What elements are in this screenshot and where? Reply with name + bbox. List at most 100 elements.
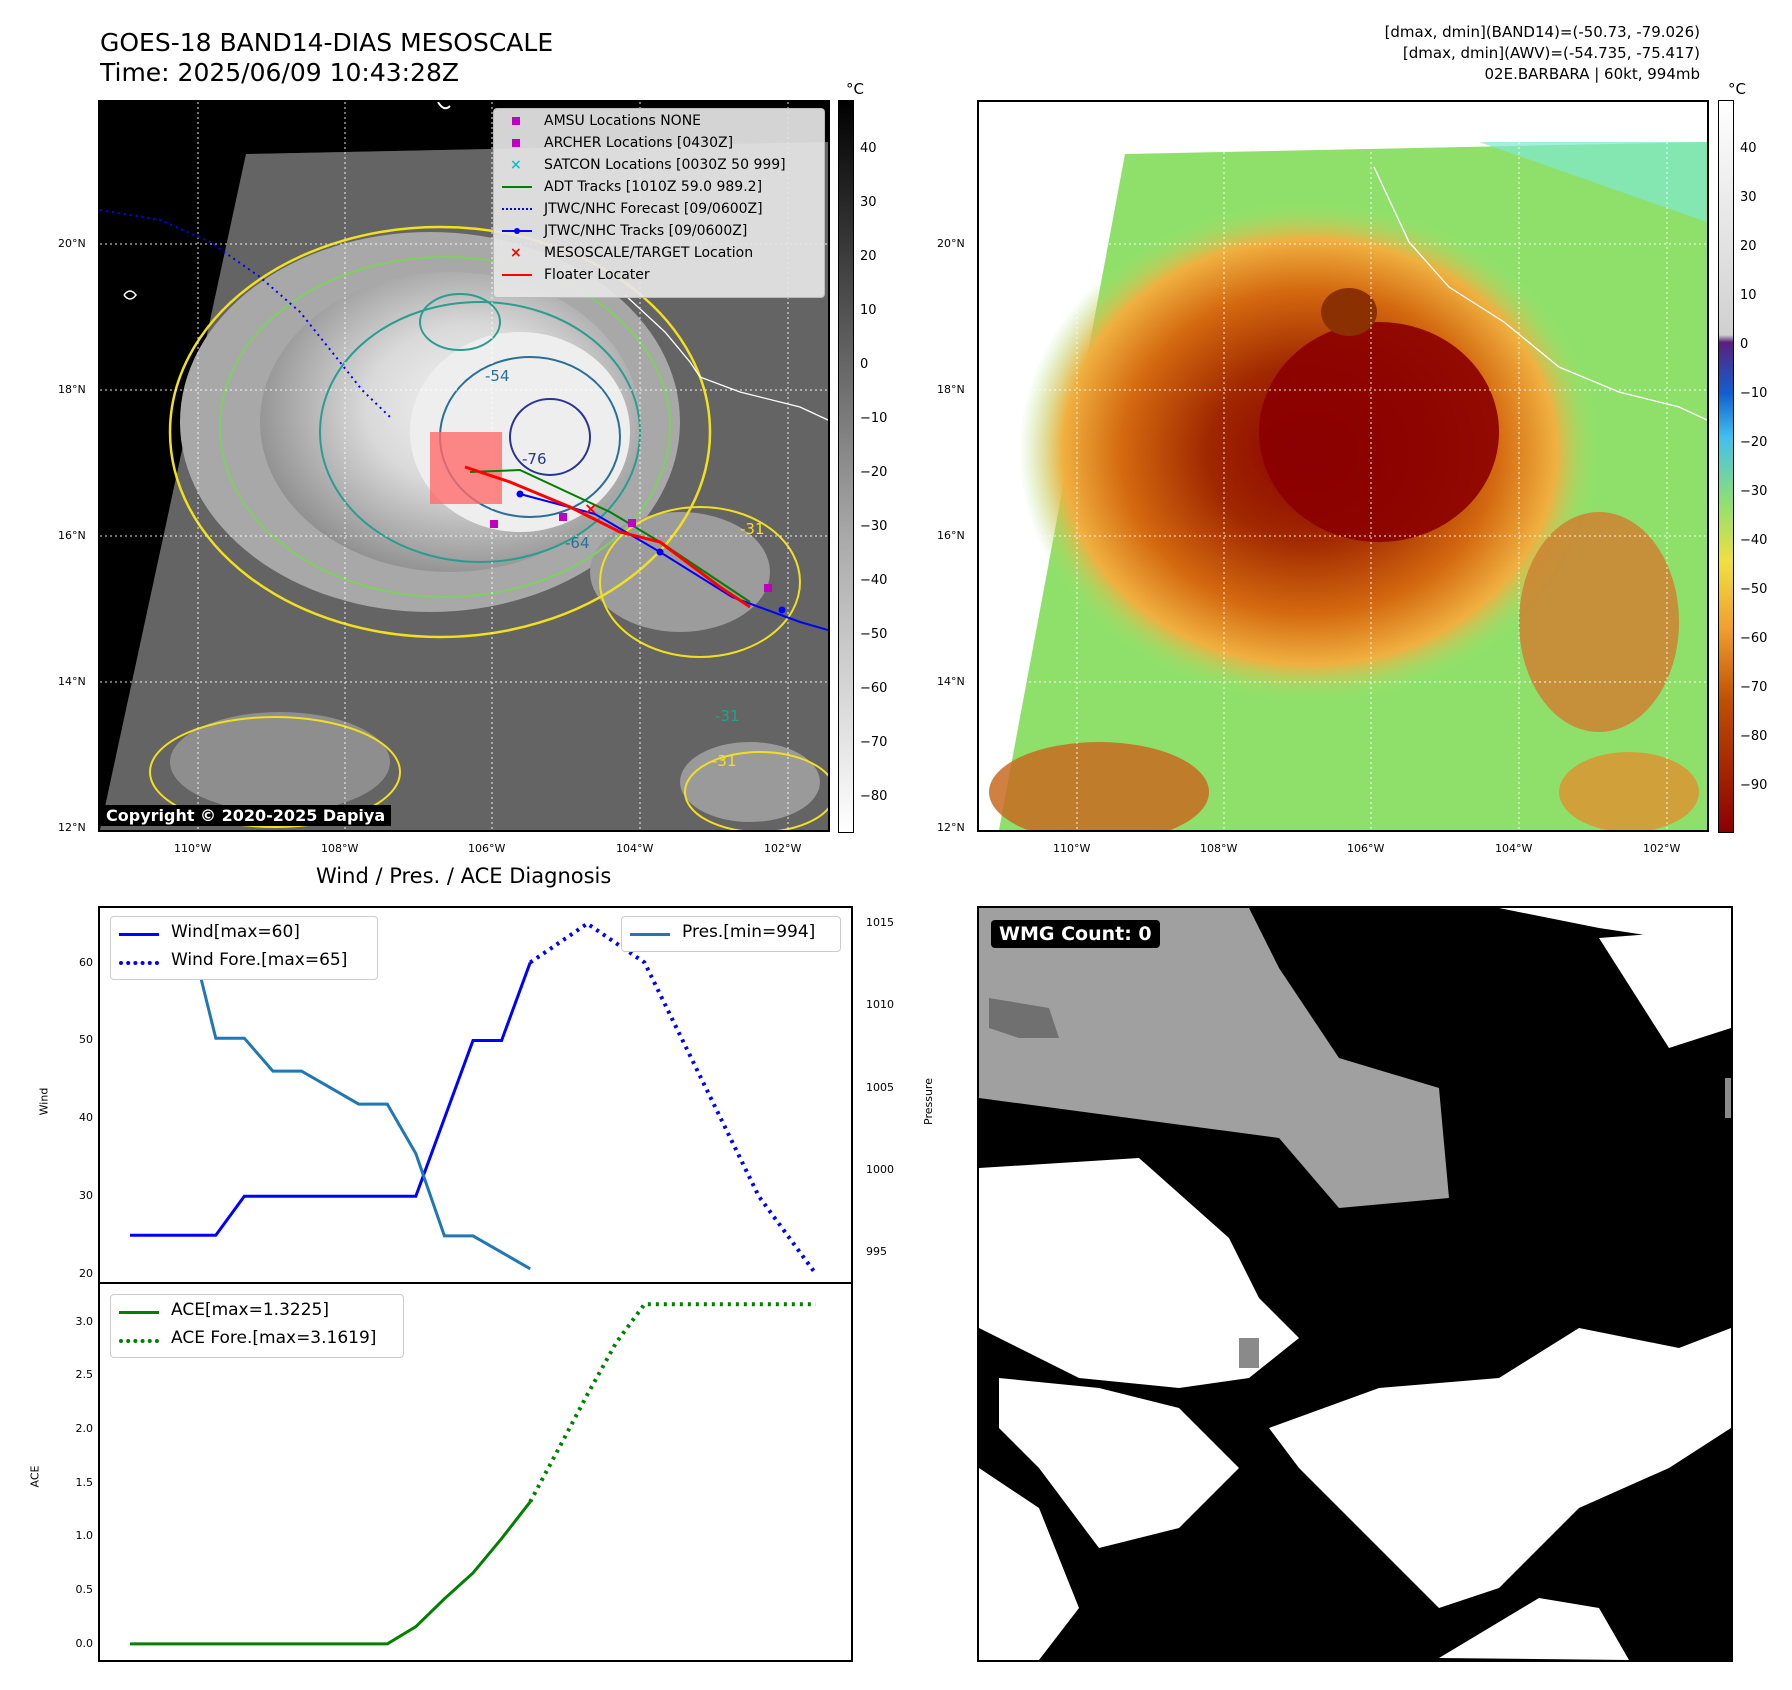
ace-tick-label: 1.0 [75, 1529, 94, 1543]
series-line [130, 921, 531, 1271]
colorbar-tick-label: −30 [1740, 484, 1768, 499]
dotted-line-icon [119, 1339, 159, 1343]
colorbar-tick-label: −80 [1740, 729, 1768, 744]
lon-label: 106°W [468, 842, 506, 855]
colorbar-unit: °C [1728, 80, 1746, 98]
series-line [130, 1500, 532, 1646]
pressure-tick-label: 995 [866, 1245, 887, 1259]
info-storm: 02E.BARBARA | 60kt, 994mb [1484, 65, 1700, 83]
lat-label: 18°N [58, 383, 86, 396]
lat-label: 14°N [58, 675, 86, 688]
colorbar-tick-label: 30 [860, 195, 877, 210]
lat-label: 12°N [937, 821, 965, 834]
wind-tick-label: 20 [79, 1267, 93, 1281]
colorbar-tick-label: −20 [860, 465, 888, 480]
wind-legend: Wind[max=60] Wind Fore.[max=65] [110, 916, 378, 980]
gray-colorbar [838, 100, 854, 833]
wmg-count-badge: WMG Count: 0 [991, 920, 1160, 948]
map-legend: AMSU Locations NONE ARCHER Locations [04… [493, 108, 825, 298]
lon-label: 106°W [1347, 842, 1385, 855]
pres-legend: Pres.[min=994] [621, 916, 841, 952]
series-line [528, 1302, 816, 1503]
colorbar-tick-label: −10 [860, 411, 888, 426]
colorbar-tick-label: −80 [860, 789, 888, 804]
colorbar-tick-label: −40 [1740, 533, 1768, 548]
wind-tick-label: 60 [79, 955, 93, 969]
ir-map-image: × [100, 102, 828, 830]
pressure-tick-label: 1000 [866, 1162, 894, 1176]
ir-map-panel: × -54 -76 -64 -31 -31 -31 AMSU Locations… [98, 100, 830, 832]
lon-label: 108°W [1200, 842, 1238, 855]
ace-axis-label: ACE [28, 1465, 42, 1488]
series-line [130, 961, 532, 1237]
contour-label: -64 [565, 534, 590, 552]
colorbar-tick-label: −70 [860, 735, 888, 750]
colorbar-unit: °C [846, 80, 864, 98]
info-band14: [dmax, dmin](BAND14)=(-50.73, -79.026) [1384, 23, 1700, 41]
lat-label: 20°N [937, 237, 965, 250]
solid-line-icon [630, 933, 670, 936]
x-marker-icon: × [510, 157, 522, 173]
pressure-axis-label: Pressure [921, 1078, 935, 1125]
ace-legend: ACE[max=1.3225] ACE Fore.[max=3.1619] [110, 1294, 404, 1358]
pressure-tick-label: 1015 [866, 915, 894, 929]
colorbar-tick-label: 40 [1740, 141, 1757, 156]
colorbar-tick-label: −60 [860, 681, 888, 696]
colorbar-tick-label: −50 [1740, 582, 1768, 597]
colorbar-tick-label: 30 [1740, 190, 1757, 205]
colorbar-tick-label: 40 [860, 141, 877, 156]
contour-label: -31 [740, 520, 765, 538]
ace-plot [130, 1302, 816, 1646]
colorbar-tick-label: 10 [860, 303, 877, 318]
lon-label: 102°W [764, 842, 802, 855]
wind-tick-label: 40 [79, 1111, 93, 1125]
lat-label: 12°N [58, 821, 86, 834]
contour-label: -76 [522, 450, 547, 468]
wind-tick-label: 50 [79, 1033, 93, 1047]
ace-tick-label: 0.0 [75, 1636, 94, 1650]
copyright-badge: Copyright © 2020-2025 Dapiya [100, 805, 392, 826]
solid-line-icon [119, 1311, 159, 1314]
line-marker-icon [502, 274, 532, 276]
wmg-panel: WMG Count: 0 [977, 906, 1733, 1662]
solid-line-icon [119, 933, 159, 936]
wmg-image [979, 908, 1731, 1660]
lat-label: 20°N [58, 237, 86, 250]
awv-map-panel [977, 100, 1709, 832]
lon-label: 110°W [174, 842, 212, 855]
square-marker-icon [512, 139, 520, 147]
pressure-tick-label: 1010 [866, 998, 894, 1012]
ace-tick-label: 3.0 [75, 1314, 94, 1328]
wind-tick-label: 30 [79, 1189, 93, 1203]
ace-tick-label: 0.5 [75, 1583, 94, 1597]
ace-tick-label: 2.5 [75, 1368, 94, 1382]
colorbar-tick-label: −50 [860, 627, 888, 642]
pressure-tick-label: 1005 [866, 1080, 894, 1094]
awv-map-image [979, 102, 1707, 830]
colorbar-tick-label: −70 [1740, 680, 1768, 695]
colorbar-tick-label: −40 [860, 573, 888, 588]
colorbar-tick-label: 0 [860, 357, 869, 372]
colorbar-tick-label: −60 [1740, 631, 1768, 646]
colorbar-tick-label: 10 [1740, 288, 1757, 303]
lon-label: 104°W [1495, 842, 1533, 855]
colorbar-tick-label: −10 [1740, 386, 1768, 401]
colorbar-tick-label: −20 [1740, 435, 1768, 450]
lon-label: 110°W [1053, 842, 1091, 855]
series-line [529, 921, 818, 1276]
color-colorbar [1718, 100, 1734, 833]
info-awv: [dmax, dmin](AWV)=(-54.735, -75.417) [1402, 44, 1700, 62]
wind-pres-plot [130, 921, 818, 1276]
colorbar-tick-label: 0 [1740, 337, 1749, 352]
colorbar-tick-label: −30 [860, 519, 888, 534]
lon-label: 102°W [1643, 842, 1681, 855]
x-marker-icon: × [510, 245, 522, 261]
ace-tick-label: 2.0 [75, 1422, 94, 1436]
line-marker-icon [502, 186, 532, 188]
diagnosis-title: Wind / Pres. / ACE Diagnosis [316, 864, 612, 888]
page-title: GOES-18 BAND14-DIAS MESOSCALE [100, 28, 554, 57]
lon-label: 108°W [321, 842, 359, 855]
square-marker-icon [512, 117, 520, 125]
wind-pres-panel: Wind[max=60] Wind Fore.[max=65] Pres.[mi… [98, 906, 853, 1284]
ace-panel: ACE[max=1.3225] ACE Fore.[max=3.1619] [98, 1282, 853, 1662]
